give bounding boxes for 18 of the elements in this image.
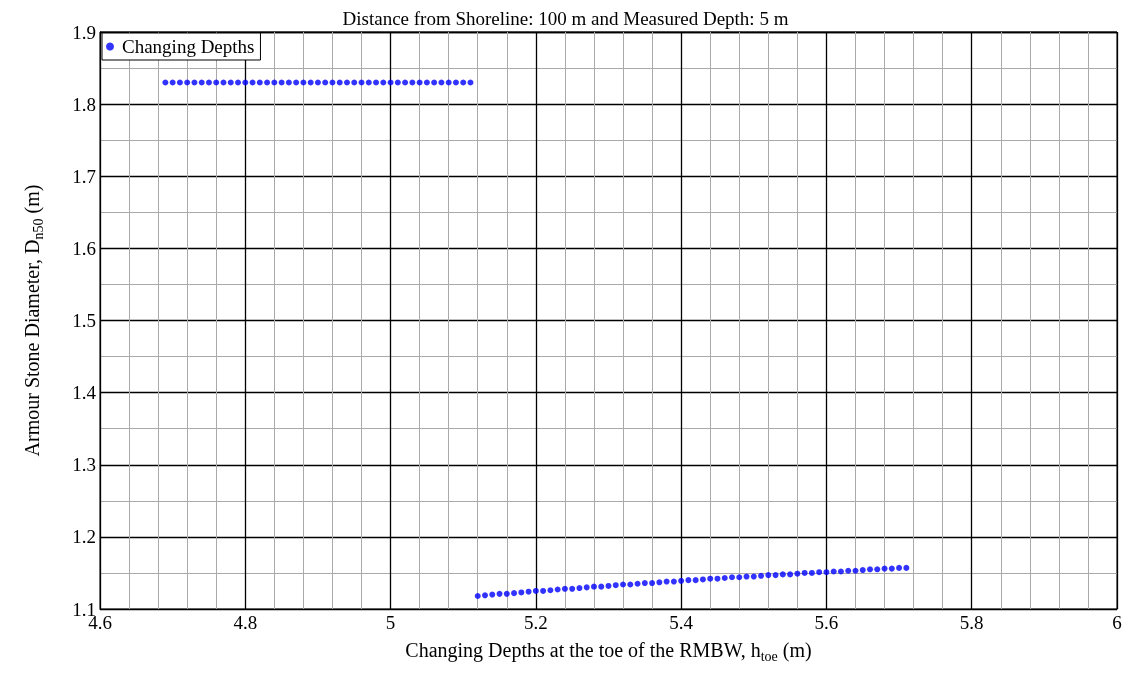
y-tick-label: 1.9: [72, 21, 96, 43]
y-tick-label: 1.8: [72, 93, 96, 115]
x-tick-label: 5.2: [523, 612, 548, 633]
y-tick-label: 1.3: [72, 454, 96, 476]
x-tick-label: 5.6: [814, 612, 839, 633]
y-tick-label: 1.2: [72, 526, 96, 548]
x-tick-label: 6: [1112, 612, 1122, 633]
legend-label: Changing Depths: [122, 36, 255, 57]
x-tick-label: 5.8: [959, 612, 984, 633]
x-tick-label: 5: [385, 612, 396, 633]
x-tick-label: 5.4: [669, 612, 694, 633]
y-tick-label: 1.4: [72, 382, 97, 404]
y-tick-label: 1.5: [72, 310, 96, 331]
chart-title: Distance from Shoreline: 100 m and Measured Depth: 5 m: [342, 8, 789, 29]
y-tick-label: 1.7: [72, 165, 96, 187]
x-tick-label: 4.8: [233, 612, 258, 633]
y-tick-label: 1.6: [72, 237, 96, 259]
y-axis-title: Armour Stone Diameter, Dn50 (m): [21, 184, 46, 457]
